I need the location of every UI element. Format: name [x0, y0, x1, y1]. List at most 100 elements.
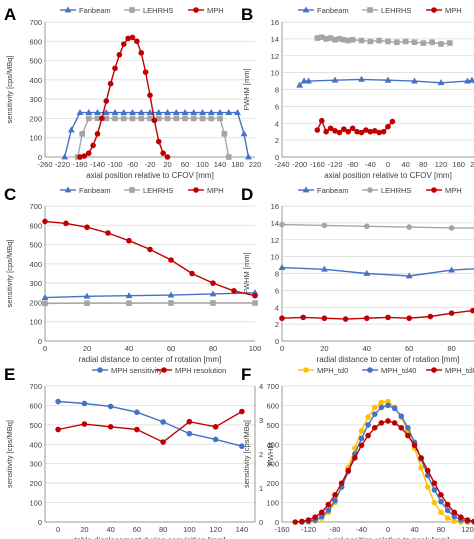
- data-point: [411, 39, 418, 46]
- data-point: [239, 443, 245, 450]
- data-point: [389, 118, 396, 125]
- y-axis-label: sensitivity [cps/MBq]: [5, 420, 14, 488]
- data-point: [278, 263, 286, 270]
- x-tick-label: -80: [330, 525, 341, 534]
- data-point: [217, 115, 223, 122]
- x-tick-label: 20: [163, 160, 171, 169]
- y-tick-label: 2: [275, 320, 279, 329]
- x-tick-label: 60: [405, 344, 413, 353]
- data-point: [358, 427, 365, 434]
- data-point: [234, 109, 241, 116]
- x-tick-label: -120: [301, 525, 316, 534]
- data-point: [173, 115, 180, 122]
- x-tick-label: -40: [365, 160, 376, 169]
- data-point: [391, 405, 398, 412]
- y-tick-label: 0: [38, 153, 42, 162]
- y-axis-label: sensitivity [cps/MBq]: [5, 240, 14, 308]
- y-tick-label: 500: [29, 241, 42, 250]
- data-point: [164, 109, 171, 116]
- data-point: [181, 109, 189, 116]
- data-point: [155, 138, 162, 145]
- data-point: [99, 115, 105, 122]
- data-point: [325, 507, 332, 514]
- data-point: [77, 154, 83, 160]
- data-point: [252, 300, 258, 306]
- data-point: [210, 300, 216, 306]
- legend-marker: [64, 186, 72, 193]
- y-tick-label: 300: [29, 279, 42, 288]
- data-point: [160, 150, 166, 156]
- panel-B: B 0 2 4 6 8 10 12 14 16 -240 -200 -160 -120 -80 -40 0 40 8…: [241, 5, 474, 180]
- data-point: [323, 128, 329, 135]
- x-tick-label: 80: [447, 344, 455, 353]
- series-line: [281, 309, 474, 320]
- data-point: [120, 115, 127, 122]
- x-axis-label: radial distance to center of rotation [m…: [317, 355, 460, 364]
- data-point: [210, 280, 216, 286]
- data-point: [105, 230, 111, 236]
- legend-marker: [129, 187, 135, 193]
- panel-letter: A: [4, 5, 16, 24]
- legend-marker: [303, 367, 309, 373]
- series-line: [281, 223, 474, 229]
- y-axis-label: sensitivity [cps/MBq]: [5, 56, 14, 124]
- data-point: [63, 220, 69, 227]
- y-tick-label: 600: [266, 401, 279, 410]
- data-point: [85, 115, 92, 122]
- data-point: [221, 131, 228, 137]
- data-point: [146, 109, 154, 116]
- data-point: [129, 109, 136, 116]
- data-point: [147, 246, 153, 253]
- data-point: [378, 399, 385, 406]
- data-point: [367, 128, 374, 135]
- y-tick-label: 700: [29, 202, 42, 211]
- data-point: [444, 501, 451, 508]
- x-tick-label: 80: [209, 344, 217, 353]
- data-point: [341, 126, 347, 132]
- data-point: [402, 38, 409, 45]
- legend-marker: [97, 367, 103, 373]
- data-point: [384, 76, 392, 83]
- data-point: [451, 513, 458, 520]
- data-point: [318, 509, 325, 516]
- data-point: [385, 402, 391, 409]
- data-point: [371, 128, 378, 134]
- y-tick-label: 0: [275, 518, 279, 527]
- data-point: [424, 484, 431, 490]
- y-right-tick-label: 3: [259, 416, 263, 425]
- data-point: [438, 41, 444, 47]
- y-tick-label: 400: [29, 76, 42, 85]
- data-point: [103, 98, 110, 104]
- data-point: [458, 514, 464, 520]
- x-tick-label: 20: [320, 344, 328, 353]
- data-point: [378, 404, 385, 411]
- data-point: [444, 515, 451, 521]
- y-tick-label: 500: [266, 421, 279, 430]
- data-point: [186, 430, 193, 437]
- data-point: [142, 69, 149, 75]
- series-line: [44, 292, 256, 299]
- data-point: [332, 36, 338, 43]
- data-point: [314, 35, 321, 41]
- x-tick-label: 0: [386, 160, 390, 169]
- x-tick-label: 80: [419, 160, 427, 169]
- data-point: [352, 455, 358, 461]
- data-point: [55, 398, 61, 405]
- legend-label: Fanbeam: [317, 6, 349, 15]
- legend-marker: [431, 187, 437, 193]
- data-point: [300, 314, 306, 321]
- data-point: [394, 39, 400, 46]
- data-point: [107, 403, 114, 410]
- y-tick-label: 600: [29, 37, 42, 46]
- legend-marker: [161, 367, 167, 373]
- y-tick-label: 2: [275, 136, 279, 145]
- y-tick-label: 4: [275, 303, 279, 312]
- x-axis-label: axial position relative to CFOV [mm]: [86, 171, 214, 180]
- data-point: [167, 291, 175, 298]
- data-point: [358, 75, 365, 82]
- x-tick-label: 120: [209, 525, 222, 534]
- y-tick-label: 300: [29, 95, 42, 104]
- data-point: [431, 487, 438, 493]
- series-line: [57, 410, 243, 443]
- y-tick-label: 200: [266, 479, 279, 488]
